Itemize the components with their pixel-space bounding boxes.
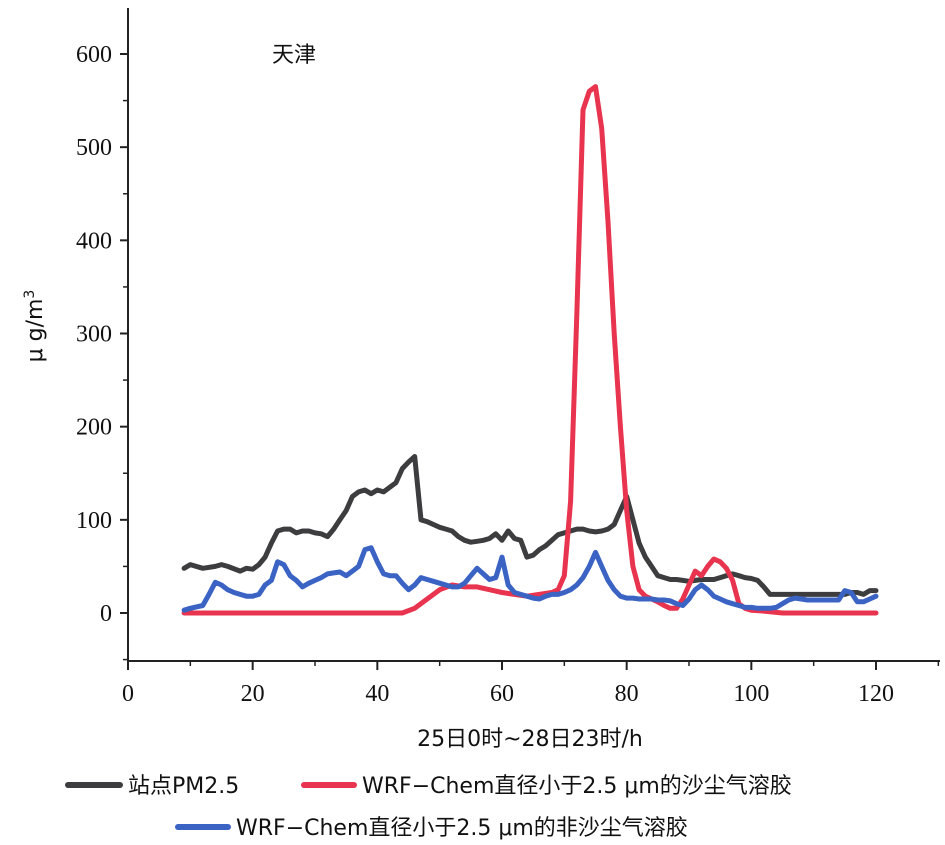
y-ticks: 0 100 200 300 400 500 600 bbox=[76, 42, 128, 661]
y-tick-label: 200 bbox=[76, 415, 112, 441]
x-tick-label: 80 bbox=[615, 681, 639, 707]
y-tick-label: 0 bbox=[100, 601, 112, 627]
series-line-nondust bbox=[181, 545, 879, 613]
x-ticks: 0 20 40 60 80 100 120 bbox=[122, 661, 940, 707]
legend-label-pm25: 站点PM2.5 bbox=[128, 774, 239, 799]
legend: 站点PM2.5 WRF−Chem直径小于2.5 μm的沙尘气溶胶 WRF−Che… bbox=[65, 774, 792, 841]
x-tick-label: 20 bbox=[241, 681, 265, 707]
axes: 0 100 200 300 400 500 600 0 20 40 60 80 100 120 bbox=[76, 8, 940, 707]
y-axis-title-superscript: 3 bbox=[22, 290, 38, 299]
y-tick-label: 600 bbox=[76, 42, 112, 68]
legend-label-nondust: WRF−Chem直径小于2.5 μm的非沙尘气溶胶 bbox=[236, 816, 688, 841]
y-axis-title: μ g/m3 bbox=[22, 290, 48, 363]
y-tick-label: 100 bbox=[76, 508, 112, 534]
series-line-dust bbox=[181, 84, 879, 616]
x-tick-label: 100 bbox=[733, 681, 769, 707]
series-layer bbox=[181, 84, 879, 616]
legend-label-dust: WRF−Chem直径小于2.5 μm的沙尘气溶胶 bbox=[362, 774, 792, 799]
series-line-pm25 bbox=[181, 454, 879, 597]
x-tick-label: 120 bbox=[858, 681, 894, 707]
x-tick-label: 40 bbox=[365, 681, 389, 707]
chart-annotation: 天津 bbox=[272, 43, 316, 68]
y-tick-label: 400 bbox=[76, 228, 112, 254]
x-axis-title: 25日0时~28日23时/h bbox=[417, 727, 643, 752]
y-tick-label: 500 bbox=[76, 135, 112, 161]
y-axis-title-main: μ g/m bbox=[23, 299, 48, 363]
x-tick-label: 60 bbox=[490, 681, 514, 707]
y-tick-label: 300 bbox=[76, 322, 112, 348]
x-tick-label: 0 bbox=[122, 681, 134, 707]
